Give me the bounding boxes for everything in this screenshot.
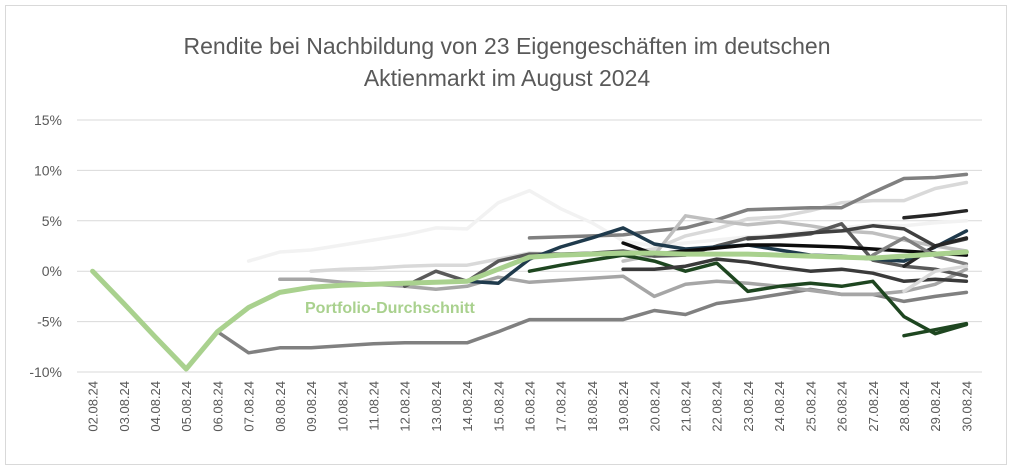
y-axis-ticks: 15% 10% 5% 0% -5% -10% [29,112,62,380]
x-tick-label: 28.08.24 [897,381,912,432]
x-tick-label: 05.08.24 [179,381,194,432]
x-tick-label: 29.08.24 [928,381,943,432]
x-tick-label: 15.08.24 [491,381,506,432]
x-tick-label: 21.08.24 [679,381,694,432]
y-tick-label: 0% [42,263,62,279]
x-tick-label: 19.08.24 [616,381,631,432]
x-tick-label: 25.08.24 [803,381,818,432]
x-tick-label: 24.08.24 [772,381,787,432]
x-tick-label: 22.08.24 [710,381,725,432]
series-line [527,253,969,336]
x-tick-label: 27.08.24 [866,381,881,432]
x-tick-label: 03.08.24 [117,381,132,432]
y-tick-label: -5% [37,314,62,330]
series-lines [90,172,969,372]
portfolio-average-label: Portfolio-Durchschnitt [305,300,475,317]
portfolio-average-line [90,249,969,372]
x-tick-label: 12.08.24 [398,381,413,432]
x-tick-label: 07.08.24 [242,381,257,432]
x-tick-label: 13.08.24 [429,381,444,432]
x-tick-label: 20.08.24 [647,381,662,432]
x-tick-label: 17.08.24 [554,381,569,432]
y-tick-label: 10% [34,162,62,178]
series-line [902,208,969,220]
x-tick-label: 23.08.24 [741,381,756,432]
chart-title-line-2: Aktienmarkt im August 2024 [363,65,651,91]
chart-frame [5,5,1007,465]
x-tick-label: 04.08.24 [148,381,163,432]
series-line [746,224,969,248]
series-line [871,236,969,266]
x-tick-label: 09.08.24 [304,381,319,432]
x-tick-label: 14.08.24 [460,381,475,432]
x-tick-label: 08.08.24 [273,381,288,432]
x-tick-label: 02.08.24 [86,381,101,432]
chart-title-line-1: Rendite bei Nachbildung von 23 Eigengesc… [183,33,831,59]
y-tick-label: 15% [34,112,62,128]
x-tick-label: 30.08.24 [959,381,974,432]
y-tick-label: 5% [42,213,62,229]
chart-title: Rendite bei Nachbildung von 23 Eigengesc… [0,30,1014,94]
x-tick-label: 06.08.24 [210,381,225,432]
x-tick-label: 18.08.24 [585,381,600,432]
series-line [902,264,969,294]
series-line [902,236,969,268]
x-tick-label: 11.08.24 [366,381,381,431]
series-line [621,257,969,284]
series-line [902,321,969,338]
x-tick-label: 26.08.24 [835,381,850,432]
x-tick-label: 16.08.24 [523,381,538,432]
x-tick-label: 10.08.24 [335,381,350,432]
series-line [215,287,969,355]
x-axis-ticks: 02.08.24 03.08.24 04.08.24 05.08.24 06.08.24… [86,381,975,432]
y-tick-label: -10% [29,364,62,380]
